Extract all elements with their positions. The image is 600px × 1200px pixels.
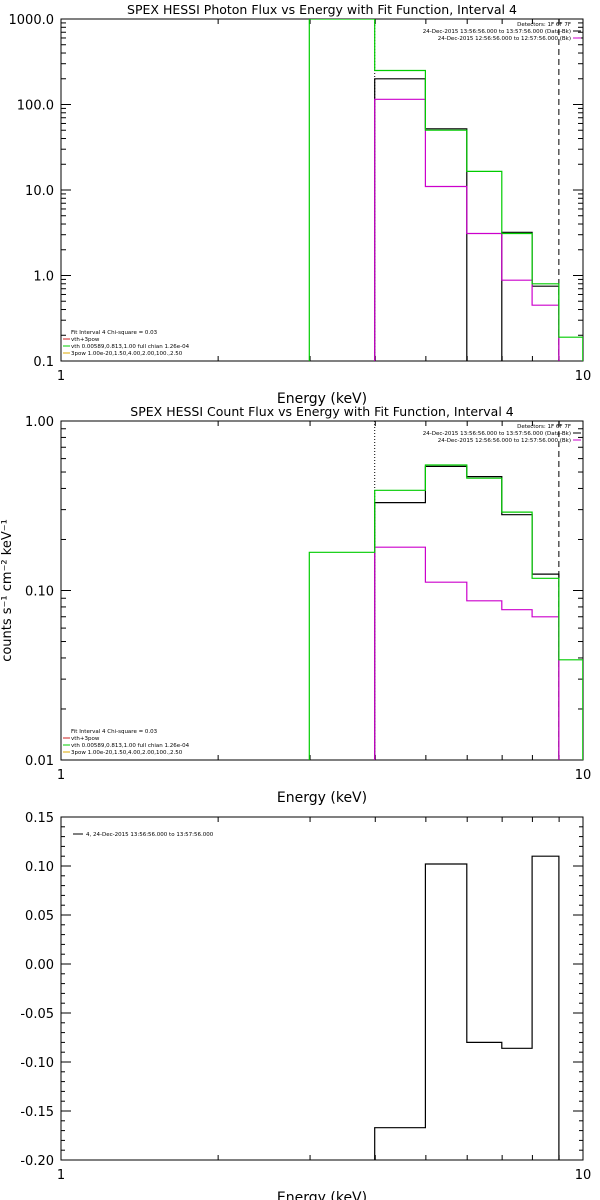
residual-legend-label: 4, 24-Dec-2015 13:56:56.000 to 13:57:56.… — [86, 832, 214, 838]
x-tick-label: 10 — [575, 768, 592, 783]
fit-legend-line-1: Fit Interval 4 Chi-square = 0.03 — [71, 729, 158, 735]
y-axis-label: counts s⁻¹ cm⁻² keV⁻¹ — [0, 519, 15, 662]
y-tick-label: 0.01 — [25, 754, 54, 769]
series-green-step — [308, 464, 583, 760]
y-tick-label: 100.0 — [17, 99, 54, 114]
fit-legend-line-3: vth 0.00589,0.813,1.00 full chian 1.26e-… — [71, 743, 190, 749]
info-line-2: 24-Dec-2015 13:56:56.000 to 13:57:56.000… — [423, 431, 571, 437]
plot-frame — [60, 420, 584, 761]
panel-1: SPEX HESSI Photon Flux vs Energy with Fi… — [9, 2, 592, 407]
y-tick-label: 1.00 — [25, 415, 54, 430]
y-tick-label: -0.05 — [20, 1007, 54, 1022]
info-line-2: 24-Dec-2015 13:56:56.000 to 13:57:56.000… — [423, 29, 571, 35]
info-line-3: 24-Dec-2015 12:56:56.000 to 12:57:56.000… — [438, 438, 571, 444]
panel-3: 1 10 Energy (keV) -0.20 -0.15 -0.10 -0.05 0.00 0… — [20, 811, 591, 1200]
fit-legend-line-2: vth+3pow — [71, 337, 100, 343]
info-line-3: 24-Dec-2015 12:56:56.000 to 12:57:56.000… — [438, 36, 571, 42]
y-tick-label: 1.0 — [33, 270, 54, 285]
y-tick-label: -0.20 — [20, 1154, 54, 1169]
x-tick-label: 1 — [57, 768, 65, 783]
series-green-step — [308, 19, 583, 361]
series-bk-step — [374, 98, 560, 361]
plot-area — [308, 19, 583, 361]
fit-legend-line-1: Fit Interval 4 Chi-square = 0.03 — [71, 330, 158, 336]
series-data-bk-step — [374, 465, 560, 760]
plot-area — [374, 855, 560, 1160]
x-tick-label: 1 — [57, 369, 65, 384]
y-tick-label: -0.15 — [20, 1105, 54, 1120]
info-line-1: Detectors: 1F 6F 7F — [517, 22, 571, 28]
y-tick-label: 0.00 — [25, 958, 54, 973]
plot-frame — [60, 816, 584, 1161]
x-axis-label: Energy (keV) — [277, 391, 367, 407]
fit-legend-line-3: vth 0.00589,0.813,1.00 full chian 1.26e-… — [71, 344, 190, 350]
fit-legend-line-2: vth+3pow — [71, 736, 100, 742]
y-tick-label: -0.10 — [20, 1056, 54, 1071]
x-axis-label: Energy (keV) — [277, 790, 367, 806]
plot-frame — [60, 18, 584, 362]
y-tick-label: 10.0 — [25, 184, 54, 199]
series-bk-step — [374, 546, 560, 760]
y-tick-label: 0.15 — [25, 811, 54, 826]
y-tick-label: 1000.0 — [9, 13, 55, 28]
series-4-24-dec-2015-13-56-56-000-to-13-57-56-000-step — [374, 855, 560, 1160]
info-line-1: Detectors: 1F 6F 7F — [517, 424, 571, 430]
plot-title: SPEX HESSI Photon Flux vs Energy with Fi… — [127, 2, 517, 17]
x-tick-label: 10 — [575, 369, 592, 384]
fit-legend-line-4: 3pow 1.00e-20,1.50,4.00,2.00,100.,2.50 — [71, 750, 183, 756]
y-tick-label: 0.1 — [33, 355, 54, 370]
y-tick-label: 0.05 — [25, 909, 54, 924]
y-tick-label: 0.10 — [25, 860, 54, 875]
y-tick-label: 0.10 — [25, 585, 54, 600]
x-tick-label: 10 — [575, 1168, 592, 1183]
x-axis-label: Energy (keV) — [277, 1190, 367, 1200]
fit-legend-line-4: 3pow 1.00e-20,1.50,4.00,2.00,100.,2.50 — [71, 351, 183, 357]
panel-2: SPEX HESSI Count Flux vs Energy with Fit… — [0, 404, 591, 806]
plot-title: SPEX HESSI Count Flux vs Energy with Fit… — [130, 404, 513, 419]
x-tick-label: 1 — [57, 1168, 65, 1183]
plot-area — [308, 421, 583, 760]
